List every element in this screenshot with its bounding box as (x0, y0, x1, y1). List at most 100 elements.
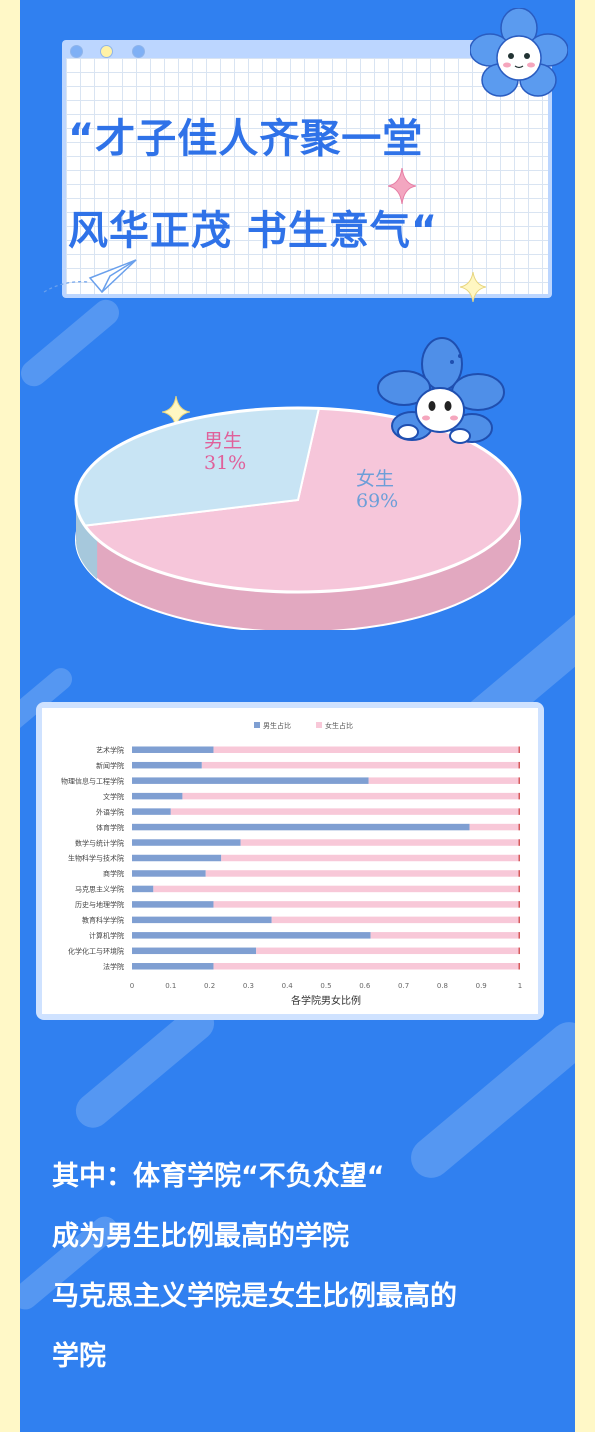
bar-end-mark (518, 808, 520, 815)
bar-female (201, 761, 520, 769)
pie-label-male-name: 男生 (204, 430, 243, 452)
summary-line-2: 成为男生比例最高的学院 (52, 1221, 349, 1252)
paper-plane-icon (43, 259, 137, 294)
bar-female (240, 839, 520, 846)
category-label: 数学与统计学院 (75, 838, 124, 847)
pie-label-female-name: 女生 (356, 468, 395, 490)
category-label: 商学院 (103, 869, 124, 878)
bar-female (213, 746, 521, 753)
title-line-1: “才子佳人齐聚一堂 (68, 116, 424, 162)
x-tick-label: 0.1 (165, 982, 176, 990)
decor-streak (20, 294, 125, 392)
bar-female (213, 963, 521, 970)
legend-label: 男生占比 (263, 721, 291, 730)
bar-end-mark (518, 947, 520, 955)
sparkle-pink-icon (388, 168, 416, 204)
bar-male (132, 854, 222, 862)
category-label: 文学院 (103, 792, 124, 801)
category-label: 物理信息与工程学院 (61, 776, 124, 785)
bar-chart-area: 男生占比 女生占比艺术学院新闻学院物理信息与工程学院文学院外语学院体育学院数学与统… (42, 708, 538, 1014)
pie-label-male-percent: 31% (204, 452, 247, 474)
pie-label-male: 男生 31% (204, 430, 246, 474)
category-label: 体育学院 (96, 823, 124, 832)
bar-end-mark (518, 823, 520, 831)
bar-female (205, 870, 520, 877)
bar-female (271, 916, 520, 924)
bar-end-mark (518, 963, 520, 970)
x-tick-label: 0.8 (437, 982, 448, 990)
summary-line-4: 学院 (52, 1341, 106, 1372)
bar-end-mark (518, 885, 520, 893)
flower-mascot-icon (470, 8, 568, 97)
summary-line-1: 其中：体育学院“不负众望“ (52, 1161, 385, 1192)
pie-label-female-percent: 69% (356, 490, 399, 512)
x-tick-label: 0.4 (282, 982, 294, 990)
bar-female (221, 854, 521, 862)
peeking-mascot-icon (377, 337, 505, 444)
bar-female (469, 823, 520, 831)
bar-male (132, 823, 470, 831)
category-label: 化学化工与环境院 (68, 947, 124, 956)
bar-end-mark (518, 916, 520, 924)
x-tick-label: 0 (130, 982, 134, 990)
bar-male (132, 963, 214, 970)
bar-end-mark (518, 746, 520, 753)
bar-male (132, 746, 214, 753)
bar-male (132, 916, 272, 924)
window-dot-yellow (100, 45, 113, 58)
title-line-2: 风华正茂 书生意气“ (68, 208, 439, 254)
legend-label: 女生占比 (325, 721, 353, 730)
bar-end-mark (518, 792, 520, 800)
bar-end-mark (518, 761, 520, 769)
category-label: 艺术学院 (96, 745, 124, 754)
title-card-grid: “才子佳人齐聚一堂 风华正茂 书生意气“ (66, 58, 548, 294)
pie-label-female: 女生 69% (356, 468, 398, 512)
chart-title: 各学院男女比例 (291, 994, 361, 1007)
bar-chart-card: 男生占比 女生占比艺术学院新闻学院物理信息与工程学院文学院外语学院体育学院数学与统… (36, 702, 544, 1020)
x-tick-label: 1 (518, 982, 522, 990)
category-label: 马克思主义学院 (75, 885, 124, 894)
bar-end-mark (518, 870, 520, 877)
pie-chart: 男生 31% 女生 69% (74, 400, 534, 634)
bar-end-mark (518, 777, 520, 784)
bar-male (132, 885, 154, 893)
legend-swatch (316, 722, 322, 728)
window-dot-blue (70, 45, 83, 58)
category-label: 教育科学学院 (82, 916, 124, 925)
category-label: 法学院 (103, 962, 124, 971)
bar-end-mark (518, 932, 520, 939)
decor-streak (402, 1013, 575, 1187)
bar-female (213, 901, 521, 908)
x-tick-label: 0.7 (398, 982, 409, 990)
bar-male (132, 947, 257, 955)
category-label: 新闻学院 (96, 761, 124, 770)
x-tick-label: 0.2 (204, 982, 215, 990)
window-dot-blue (132, 45, 145, 58)
bar-female (368, 777, 520, 784)
pie-rim (74, 406, 522, 594)
bar-male (132, 808, 171, 815)
bar-end-mark (518, 901, 520, 908)
category-label: 历史与地理学院 (75, 900, 124, 909)
bar-male (132, 792, 183, 800)
x-tick-label: 0.5 (320, 982, 331, 990)
bar-female (170, 808, 521, 815)
bar-female (182, 792, 520, 800)
x-tick-label: 0.3 (243, 982, 254, 990)
bar-female (153, 885, 520, 893)
x-tick-label: 0.6 (359, 982, 371, 990)
bar-end-mark (518, 839, 520, 846)
bar-male (132, 932, 371, 939)
category-label: 外语学院 (96, 807, 124, 816)
bar-male (132, 839, 241, 846)
bar-male (132, 777, 369, 784)
bar-male (132, 901, 214, 908)
legend-swatch (254, 722, 260, 728)
bar-female (256, 947, 520, 955)
summary-line-3: 马克思主义学院是女生比例最高的 (52, 1281, 457, 1312)
bar-chart-svg: 男生占比 女生占比艺术学院新闻学院物理信息与工程学院文学院外语学院体育学院数学与统… (61, 721, 522, 1007)
bar-female (370, 932, 520, 939)
category-label: 生物科学与技术院 (68, 854, 124, 863)
title-card: “才子佳人齐聚一堂 风华正茂 书生意气“ (62, 40, 552, 298)
bar-end-mark (518, 854, 520, 862)
